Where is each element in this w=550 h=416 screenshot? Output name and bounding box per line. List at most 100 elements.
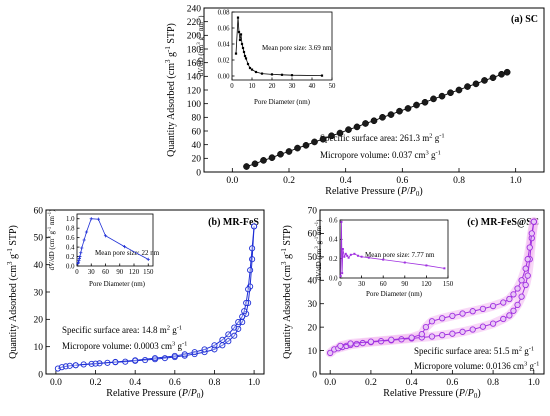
panel-c-adsorption-point [500, 315, 507, 323]
panel-b-desorption-point [181, 351, 188, 358]
panel-a-data-point [438, 92, 446, 100]
panel-c-inset-point [343, 255, 346, 258]
panel-a-data-point [362, 120, 369, 127]
panel-a-inset-yticks: 0.00 0.02 0.04 0.06 0.08 [218, 9, 235, 80]
panel-a-inset-point [234, 52, 238, 55]
panel-c-desorption-point [528, 230, 535, 237]
panel-a-inset-point [242, 50, 246, 54]
panel-a-ytick-label: 180 [187, 45, 202, 55]
panel-c-inset-ytick-label: 0.0 [329, 275, 338, 282]
panel-b-xlabel: Relative Pressure (P/P0) [106, 388, 203, 400]
panel-c-inset-xtick-label: 60 [380, 281, 387, 288]
panel-c-xtick-label: 0.0 [324, 378, 336, 388]
panel-a-ytick-label: 240 [187, 4, 202, 14]
panel-b-desorption-point [243, 299, 250, 306]
panel-c-ytick-label: 30 [308, 300, 318, 310]
panel-a-inset-xtick-label: 0 [230, 83, 234, 90]
panel-c-inset-point [360, 255, 363, 258]
panel-c-inset-ytick-label: 0.4 [329, 237, 338, 244]
panel-c-ytick-label: 0 [312, 370, 317, 380]
panel-c-xticks: 0.0 0.2 0.4 0.6 0.8 1.0 [324, 370, 540, 388]
panel-b-desorption-point [219, 336, 226, 343]
panel-c-desorption-point [408, 334, 415, 341]
panel-c-adsorption-point [524, 272, 531, 279]
panel-b-inset-frame [76, 213, 154, 267]
panel-b-inset-point [82, 238, 86, 242]
panel-b-desorption-point [249, 245, 256, 252]
panel-c-inset-xtick-label: 30 [358, 281, 365, 288]
panel-c-xtick-label: 0.8 [487, 378, 499, 388]
panel-a-ylabel: Quantity Adsorbed (cm3 g-1 STP) [164, 23, 177, 157]
panel-b-desorption-point [211, 342, 218, 349]
panel-c-desorption-point [524, 256, 531, 263]
panel-a-xticks: 0.0 0.2 0.4 0.6 0.8 1.0 [226, 168, 522, 186]
panel-b-inset-xlabel: Pore Diameter (nm) [89, 280, 146, 288]
panel-c-desorption-point [500, 299, 507, 306]
panel-c-desorption-point [459, 310, 466, 317]
panel-b-inset-point [76, 260, 81, 264]
panel-b-inset-ytick-label: 1.0 [66, 216, 75, 223]
panel-a-data-point [430, 95, 437, 103]
panel-b-inset-point [122, 245, 127, 249]
panel-c-inset-frame [339, 219, 449, 279]
panel-a-data-point [370, 117, 378, 125]
panel-b-xticks: 0.0 0.2 0.4 0.6 0.8 1.0 [50, 370, 260, 388]
panel-a-inset-ytick-label: 0.08 [218, 9, 230, 16]
panel-a-data-point [387, 111, 395, 118]
panel-b-desorption-point [225, 331, 232, 338]
panel-c-adsorption-point [518, 293, 525, 300]
panel-c-inset-point [382, 258, 385, 261]
panel-a-data-point [345, 126, 352, 133]
panel-b-desorption-point [191, 349, 198, 356]
panel-c-inset-xtick-label: 0 [338, 281, 342, 288]
panel-c-inset-point [425, 264, 428, 267]
panel-a-inset-point [260, 72, 264, 75]
panel-c-inset-point [349, 253, 352, 256]
panel-b-desorption-point [245, 286, 252, 293]
panel-b-series [54, 223, 258, 372]
panel-b-desorption-point [112, 358, 119, 366]
panel-a-data-point [413, 101, 420, 109]
panel-a-inset-ytick-label: 0.00 [218, 73, 230, 80]
panel-c-desorption-point [510, 291, 517, 298]
panel-a-data-point [251, 160, 259, 168]
panel-c: (c) MR-FeS@SC 0.0 0.2 0.4 0.6 0.8 1.0 0 10 20 30… [280, 206, 545, 400]
panel-b-desorption-point [251, 223, 258, 230]
panel-c-inset-point [346, 254, 349, 257]
panel-a-inset-point [280, 73, 284, 76]
panel-c-inset-point [340, 220, 343, 223]
panel-a-data-point [268, 154, 276, 161]
panel-b-adsorption-point [231, 332, 238, 339]
panel-a-ytick-label: 120 [187, 86, 202, 96]
panel-a-data-point [294, 144, 301, 152]
panel-c-inset-point [367, 256, 370, 259]
panel-a-xtick-label: 0.0 [226, 176, 238, 186]
panel-c-desorption-point [489, 302, 497, 310]
panel-c-inset-point [339, 275, 342, 278]
panel-a-ytick-label: 140 [187, 73, 202, 83]
panel-c-inset-series [339, 220, 446, 278]
panel-b-inset-point [89, 217, 93, 221]
panel-b-inset-xtick-label: 0 [75, 269, 79, 276]
panel-a-xtick-label: 0.4 [340, 176, 352, 186]
panel-b-desorption-point [247, 267, 254, 274]
panel-a-ytick-label: 0 [196, 168, 201, 178]
panel-a-inset-point [237, 30, 241, 34]
panel-c-adsorption-point [469, 326, 476, 333]
panel-b-adsorption-point [225, 338, 232, 345]
panel-b-adsorption-point [66, 362, 73, 369]
panel-c-desorption-point [367, 338, 375, 345]
panel-c-desorption-point [428, 318, 436, 325]
panel-a-inset-xtick-label: 20 [269, 83, 276, 90]
panel-a-ytick-label: 20 [192, 155, 202, 165]
panel-b-inset-xtick-label: 120 [129, 269, 140, 276]
panel-c-xlabel: Relative Pressure (P/P0) [383, 388, 480, 400]
panel-b-xtick-label: 0.0 [50, 378, 62, 388]
panel-b-xtick-label: 0.2 [90, 378, 102, 388]
panel-c-desorption-point [469, 308, 476, 315]
panel-a-xtick-label: 0.8 [453, 176, 465, 186]
panel-c-adsorption-point [489, 320, 497, 327]
panel-b-ylabel: Quantity Adsorbed (cm3 g-1 STP) [6, 225, 19, 359]
panel-b-desorption-point [241, 308, 248, 315]
panel-a-inset-ytick-label: 0.04 [218, 41, 230, 48]
